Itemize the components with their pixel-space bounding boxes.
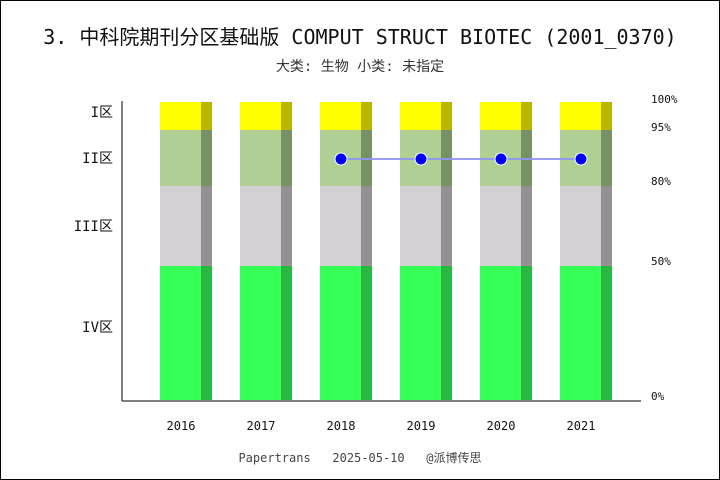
bar-segment-shade <box>601 266 612 400</box>
bar-segment-shade <box>521 266 532 400</box>
x-tick-label: 2021 <box>567 419 596 433</box>
right-tick-label: 0% <box>651 390 665 403</box>
bar-segment <box>240 102 281 130</box>
bar-segment <box>400 266 441 400</box>
chart-title: 3. 中科院期刊分区基础版 COMPUT STRUCT BIOTEC (2001… <box>43 25 677 49</box>
bar-segment <box>480 266 521 400</box>
bar-segment-shade <box>201 186 212 266</box>
bar-segment <box>560 186 601 266</box>
zone-label: II区 <box>82 151 113 167</box>
bar-segment-shade <box>601 186 612 266</box>
bar-segment-shade <box>441 266 452 400</box>
right-tick-label: 100% <box>651 93 678 106</box>
bar-segment-shade <box>441 186 452 266</box>
right-tick-label: 80% <box>651 175 671 188</box>
bar-segment-shade <box>361 266 372 400</box>
chart-subtitle: 大类: 生物 小类: 未指定 <box>275 59 445 75</box>
bar-segment-shade <box>201 102 212 130</box>
bar-segment <box>240 186 281 266</box>
bar-segment <box>480 102 521 130</box>
x-tick-label: 2019 <box>407 419 436 433</box>
bar-segment <box>160 186 201 266</box>
bar-segment <box>240 266 281 400</box>
x-tick-label: 2016 <box>167 419 196 433</box>
bar-segment <box>320 102 361 130</box>
bar-segment <box>160 130 201 186</box>
bar-segment-shade <box>281 130 292 186</box>
right-tick-label: 95% <box>651 121 671 134</box>
bar-segment-shade <box>521 102 532 130</box>
bar-segment-shade <box>201 130 212 186</box>
bar-segment <box>560 102 601 130</box>
bar-segment-shade <box>441 102 452 130</box>
bar-segment <box>320 186 361 266</box>
data-point <box>414 152 428 166</box>
zone-label: IV区 <box>82 320 113 336</box>
footer: Papertrans 2025-05-10 @派博传思 <box>238 451 482 465</box>
bar-segment <box>320 266 361 400</box>
bar-segment-shade <box>521 186 532 266</box>
bar-segment-shade <box>361 186 372 266</box>
right-tick-label: 50% <box>651 255 671 268</box>
bar-segment <box>560 266 601 400</box>
data-point <box>494 152 508 166</box>
bar-segment-shade <box>281 266 292 400</box>
bar-segment-shade <box>201 266 212 400</box>
bar-segment <box>160 102 201 130</box>
x-tick-label: 2017 <box>247 419 276 433</box>
bar-segment <box>240 130 281 186</box>
bar-segment-shade <box>601 130 612 186</box>
bar-segment <box>480 186 521 266</box>
data-point <box>574 152 588 166</box>
bar-segment <box>400 186 441 266</box>
x-tick-label: 2018 <box>327 419 356 433</box>
data-point <box>334 152 348 166</box>
bar-segment-shade <box>601 102 612 130</box>
x-tick-label: 2020 <box>487 419 516 433</box>
bar-segment-shade <box>281 186 292 266</box>
bar-segment <box>400 102 441 130</box>
bar-segment-shade <box>281 102 292 130</box>
bar-segment <box>160 266 201 400</box>
bar-segment-shade <box>361 102 372 130</box>
zone-label: III区 <box>74 219 113 235</box>
zone-label: I区 <box>91 105 113 121</box>
